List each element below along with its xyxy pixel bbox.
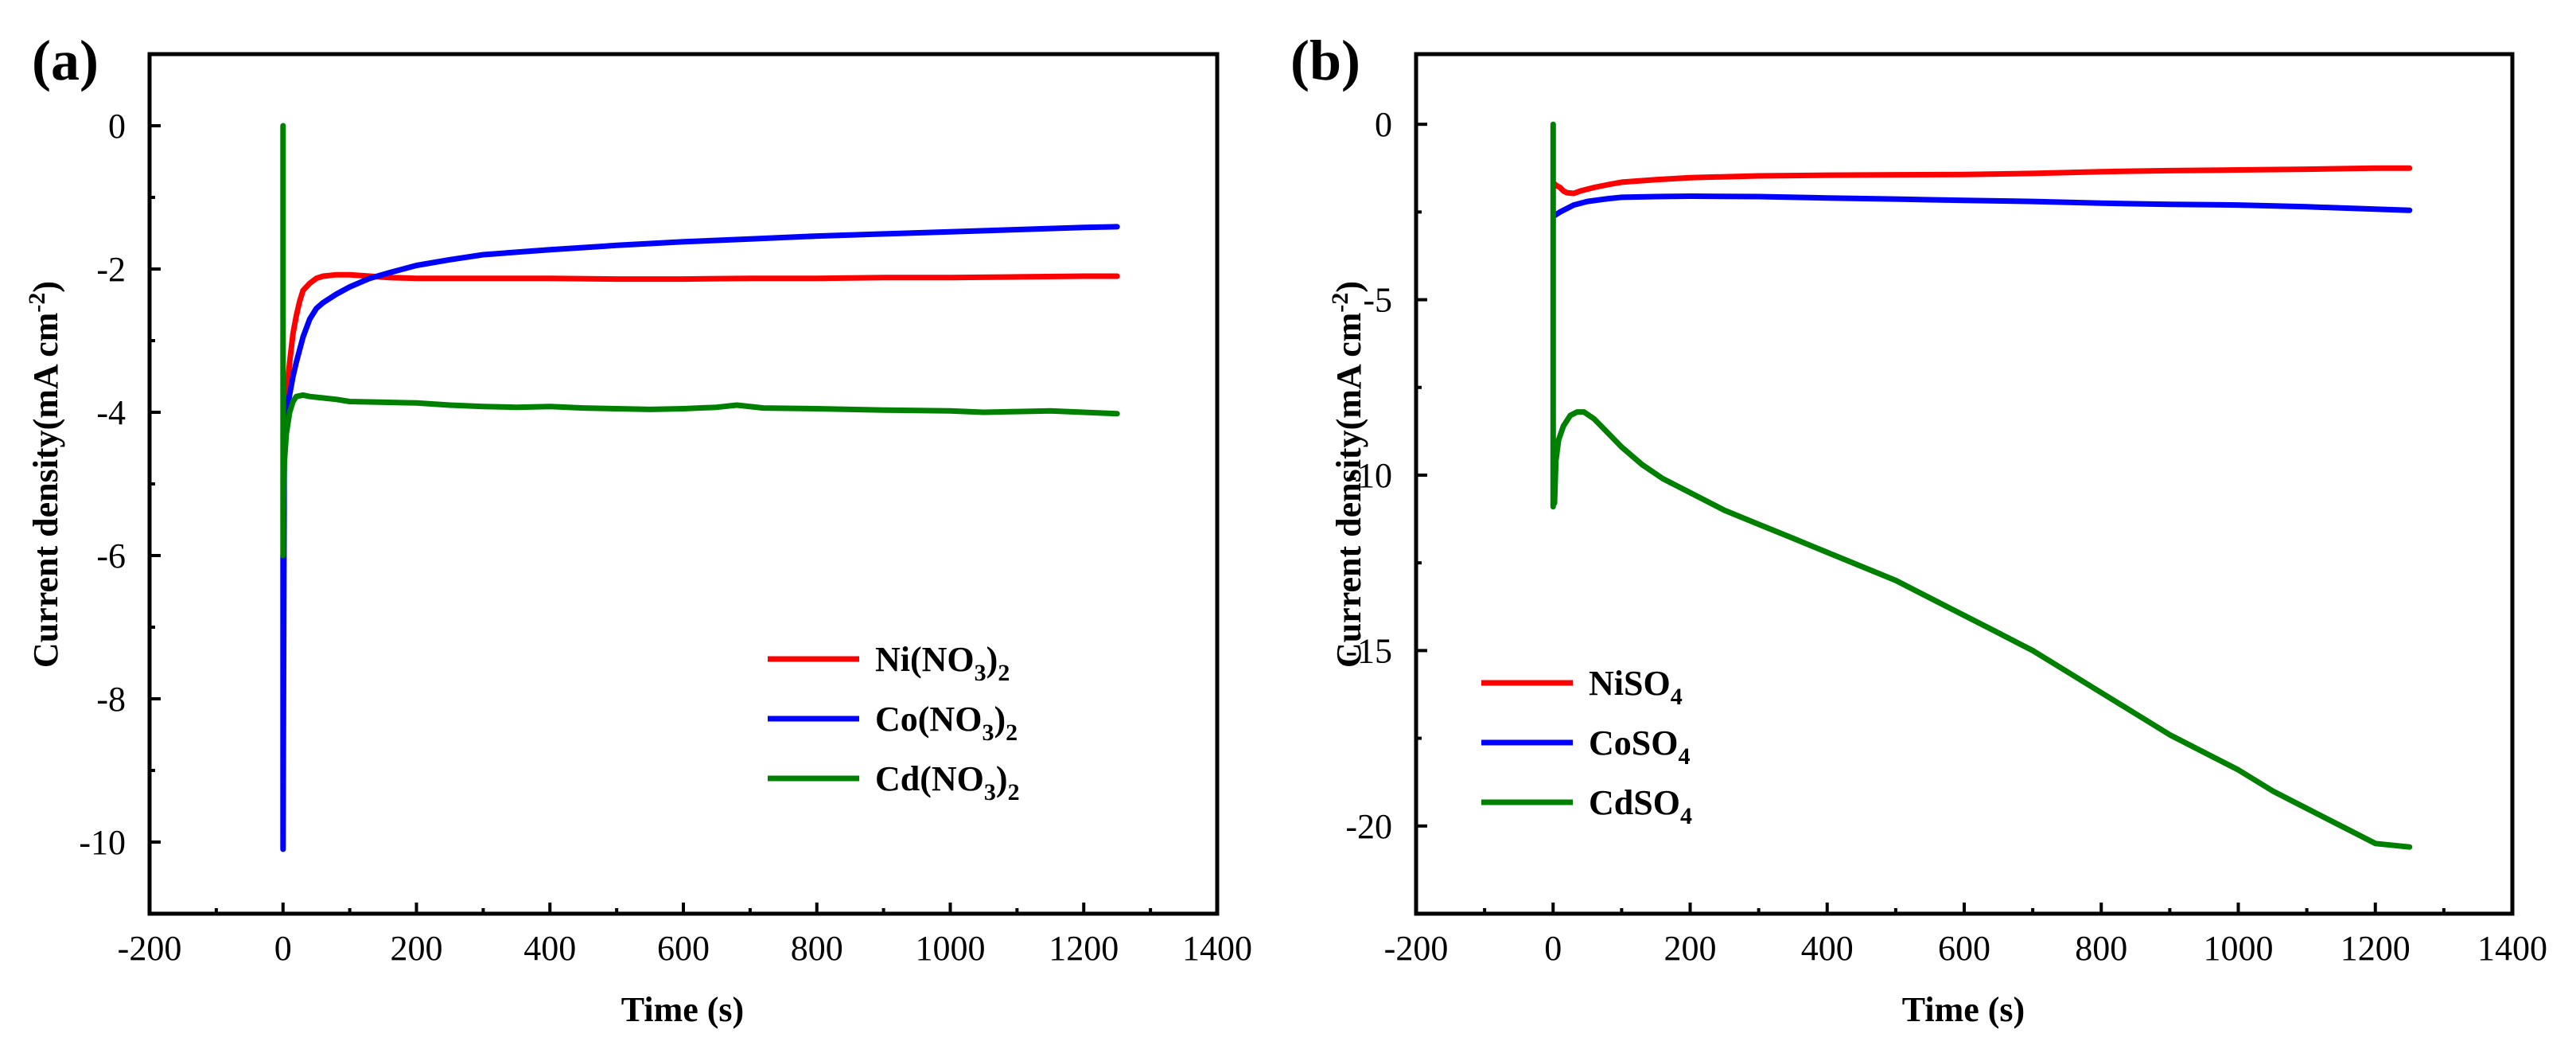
panel-b-x-tick-label: 400 — [1801, 929, 1854, 968]
panel-a-x-tick-label: 1400 — [1182, 929, 1252, 968]
panel-a-x-tick-label: -200 — [118, 929, 182, 968]
panel-b-x-tick-label: 1200 — [2341, 929, 2411, 968]
panel-b-x-tick-label: 200 — [1664, 929, 1717, 968]
panel-a-x-tick-label: 1200 — [1049, 929, 1119, 968]
panel-a-legend-label: Ni(NO3)2 — [875, 640, 1010, 686]
panel-b-series-line-3 — [1550, 121, 2413, 850]
panel-b-x-axis-title: Time (s) — [1902, 990, 2025, 1029]
panel-b-series-group — [1550, 121, 2413, 850]
panel-a-y-tick-label: 0 — [108, 107, 126, 146]
panel-a-legend-item-2: Co(NO3)2 — [768, 700, 1018, 746]
panel-b-y-tick-label: -5 — [1363, 281, 1392, 320]
panel-b-y-axis-title-sup: -2 — [1327, 293, 1353, 313]
panel-a-series-line-3 — [280, 123, 1120, 559]
panel-a-y-tick-label: -10 — [79, 823, 126, 862]
panel-a-y-axis-title-sup: -2 — [24, 293, 50, 313]
panel-a-x-tick-label: 800 — [791, 929, 843, 968]
panel-a-plot: -200 0 200 400 600 800 1000 1200 1400 0 -2 -4 -6 -8 -1… — [79, 52, 1252, 968]
panel-a-legend-item-3: Cd(NO3)2 — [768, 759, 1020, 805]
panel-a-y-tick-label: -8 — [96, 680, 126, 719]
panel-b-x-tick-label: -200 — [1384, 929, 1449, 968]
panel-b-legend-item-3: CdSO4 — [1481, 783, 1692, 829]
panel-a-y-tick-label: -6 — [96, 536, 126, 575]
panel-a-y-axis-title-main: Current density(mA cm — [26, 313, 65, 668]
panel-b-legend-item-1: NiSO4 — [1481, 664, 1683, 710]
panel-a-legend-label: Co(NO3)2 — [875, 700, 1018, 746]
panel-a-x-tick-label: 1000 — [916, 929, 986, 968]
panel-b-label: (b) — [1290, 29, 1360, 92]
panel-a-x-tick-label: 0 — [274, 929, 292, 968]
panel-b-y-tick-label: 0 — [1375, 105, 1392, 144]
panel-b-y-axis-title: Current density(mA cm-2) — [1327, 281, 1368, 668]
panel-b-y-axis-title-main: Current density(mA cm — [1329, 313, 1368, 668]
panel-a-y-axis-title-close: ) — [26, 281, 65, 293]
panel-a-y-tick-label: -4 — [96, 393, 126, 432]
panel-b-y-tick-label: -10 — [1345, 456, 1392, 495]
panel-b-legend-item-2: CoSO4 — [1481, 723, 1690, 770]
panel-a-x-axis-title: Time (s) — [621, 990, 744, 1029]
panel-a-series-line-2 — [280, 224, 1120, 852]
panel-b-x-tick-label: 1000 — [2204, 929, 2274, 968]
panel-a-series-group — [280, 123, 1120, 852]
panel-a: (a) -200 0 200 400 600 800 1000 1200 1400 0 -2 -4 -6… — [24, 29, 1252, 1029]
panel-b-plot: -200 0 200 400 600 800 1000 1200 1400 0 -5 -10 -15 -2… — [1345, 52, 2547, 968]
panel-b-y-tick-label: -15 — [1345, 631, 1392, 670]
panel-b-x-tick-label: 800 — [2075, 929, 2127, 968]
panel-a-y-tick-label: -2 — [96, 250, 126, 289]
panel-b-x-tick-label: 0 — [1544, 929, 1562, 968]
panel-a-legend: Ni(NO3)2 Co(NO3)2 Cd(NO3)2 — [768, 640, 1020, 805]
panel-a-y-axis-title: Current density(mA cm-2) — [24, 281, 65, 668]
panel-a-series-line-1 — [283, 271, 1120, 401]
panel-b-series-line-1 — [1551, 165, 2413, 197]
panel-b-y-tick-label: -20 — [1345, 807, 1392, 846]
panel-b-x-tick-label: 600 — [1938, 929, 1990, 968]
panel-b-legend-label: CdSO4 — [1589, 783, 1692, 829]
panel-b-legend: NiSO4 CoSO4 CdSO4 — [1481, 664, 1692, 829]
panel-a-x-tick-label: 400 — [523, 929, 576, 968]
panel-a-legend-label: Cd(NO3)2 — [875, 759, 1020, 805]
panel-b-series-line-2 — [1551, 193, 2413, 219]
panel-a-x-tick-label: 200 — [391, 929, 443, 968]
panel-b-legend-label: CoSO4 — [1589, 723, 1690, 770]
panel-b-x-tick-label: 1400 — [2477, 929, 2547, 968]
panel-a-legend-item-1: Ni(NO3)2 — [768, 640, 1010, 686]
panel-b: (b) -200 0 200 400 600 800 1000 1200 14000-5-10-… — [1290, 29, 2547, 1029]
panel-b-legend-label: NiSO4 — [1589, 664, 1683, 710]
panel-a-label: (a) — [32, 29, 99, 92]
panel-b-y-axis-title-close: ) — [1329, 281, 1368, 293]
panel-a-x-tick-label: 600 — [657, 929, 710, 968]
